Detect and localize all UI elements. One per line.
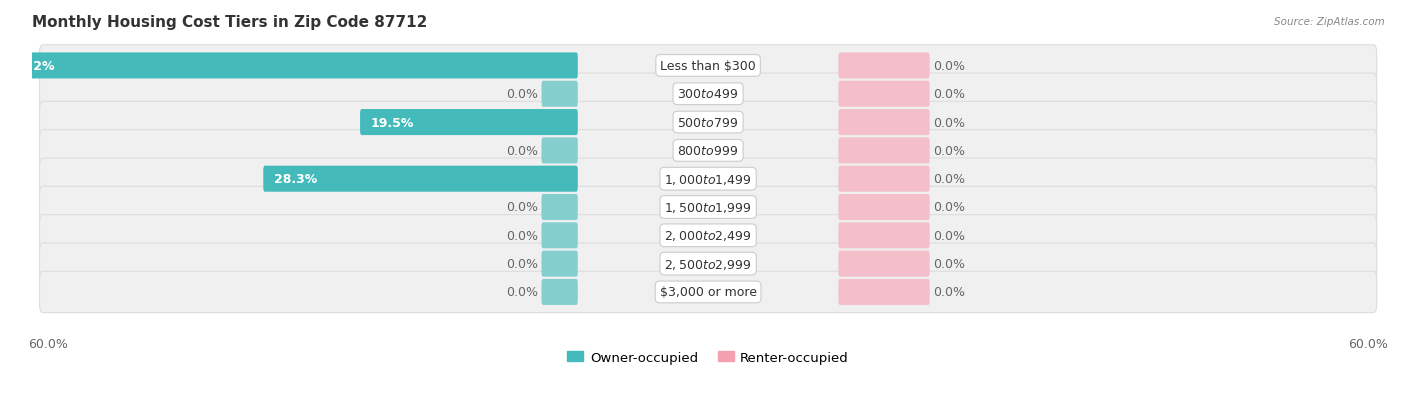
FancyBboxPatch shape — [39, 46, 1376, 87]
FancyBboxPatch shape — [39, 102, 1376, 143]
Text: 0.0%: 0.0% — [506, 229, 537, 242]
FancyBboxPatch shape — [838, 81, 929, 107]
Text: 0.0%: 0.0% — [934, 257, 966, 271]
Text: $800 to $999: $800 to $999 — [678, 145, 738, 157]
FancyBboxPatch shape — [39, 131, 1376, 172]
Text: 0.0%: 0.0% — [934, 229, 966, 242]
Text: 0.0%: 0.0% — [506, 201, 537, 214]
FancyBboxPatch shape — [838, 279, 929, 305]
Legend: Owner-occupied, Renter-occupied: Owner-occupied, Renter-occupied — [562, 345, 853, 369]
FancyBboxPatch shape — [541, 81, 578, 107]
Text: $300 to $499: $300 to $499 — [678, 88, 738, 101]
Text: 52.2%: 52.2% — [11, 60, 55, 73]
Text: 0.0%: 0.0% — [506, 145, 537, 157]
Text: 0.0%: 0.0% — [506, 257, 537, 271]
Text: 0.0%: 0.0% — [934, 116, 966, 129]
FancyBboxPatch shape — [39, 272, 1376, 313]
FancyBboxPatch shape — [838, 195, 929, 221]
FancyBboxPatch shape — [39, 74, 1376, 115]
FancyBboxPatch shape — [541, 195, 578, 221]
Text: 19.5%: 19.5% — [371, 116, 413, 129]
FancyBboxPatch shape — [0, 53, 578, 79]
FancyBboxPatch shape — [541, 251, 578, 277]
Text: $3,000 or more: $3,000 or more — [659, 286, 756, 299]
Text: 0.0%: 0.0% — [506, 286, 537, 299]
Text: Less than $300: Less than $300 — [661, 60, 756, 73]
Text: 0.0%: 0.0% — [934, 88, 966, 101]
FancyBboxPatch shape — [541, 223, 578, 249]
Text: 0.0%: 0.0% — [934, 201, 966, 214]
FancyBboxPatch shape — [838, 110, 929, 136]
FancyBboxPatch shape — [838, 138, 929, 164]
FancyBboxPatch shape — [838, 166, 929, 192]
Text: 28.3%: 28.3% — [274, 173, 316, 186]
Text: $500 to $799: $500 to $799 — [678, 116, 738, 129]
Text: 0.0%: 0.0% — [934, 60, 966, 73]
Text: $2,500 to $2,999: $2,500 to $2,999 — [664, 257, 752, 271]
FancyBboxPatch shape — [39, 215, 1376, 256]
FancyBboxPatch shape — [541, 138, 578, 164]
FancyBboxPatch shape — [263, 166, 578, 192]
Text: 0.0%: 0.0% — [506, 88, 537, 101]
Text: $1,000 to $1,499: $1,000 to $1,499 — [664, 172, 752, 186]
FancyBboxPatch shape — [39, 159, 1376, 200]
Text: Monthly Housing Cost Tiers in Zip Code 87712: Monthly Housing Cost Tiers in Zip Code 8… — [32, 15, 427, 30]
Text: $1,500 to $1,999: $1,500 to $1,999 — [664, 201, 752, 214]
FancyBboxPatch shape — [541, 279, 578, 305]
FancyBboxPatch shape — [838, 251, 929, 277]
FancyBboxPatch shape — [39, 243, 1376, 285]
Text: 0.0%: 0.0% — [934, 145, 966, 157]
FancyBboxPatch shape — [39, 187, 1376, 228]
Text: $2,000 to $2,499: $2,000 to $2,499 — [664, 229, 752, 243]
Text: 0.0%: 0.0% — [934, 173, 966, 186]
Text: Source: ZipAtlas.com: Source: ZipAtlas.com — [1274, 17, 1385, 26]
FancyBboxPatch shape — [838, 53, 929, 79]
FancyBboxPatch shape — [360, 110, 578, 136]
Text: 0.0%: 0.0% — [934, 286, 966, 299]
FancyBboxPatch shape — [838, 223, 929, 249]
